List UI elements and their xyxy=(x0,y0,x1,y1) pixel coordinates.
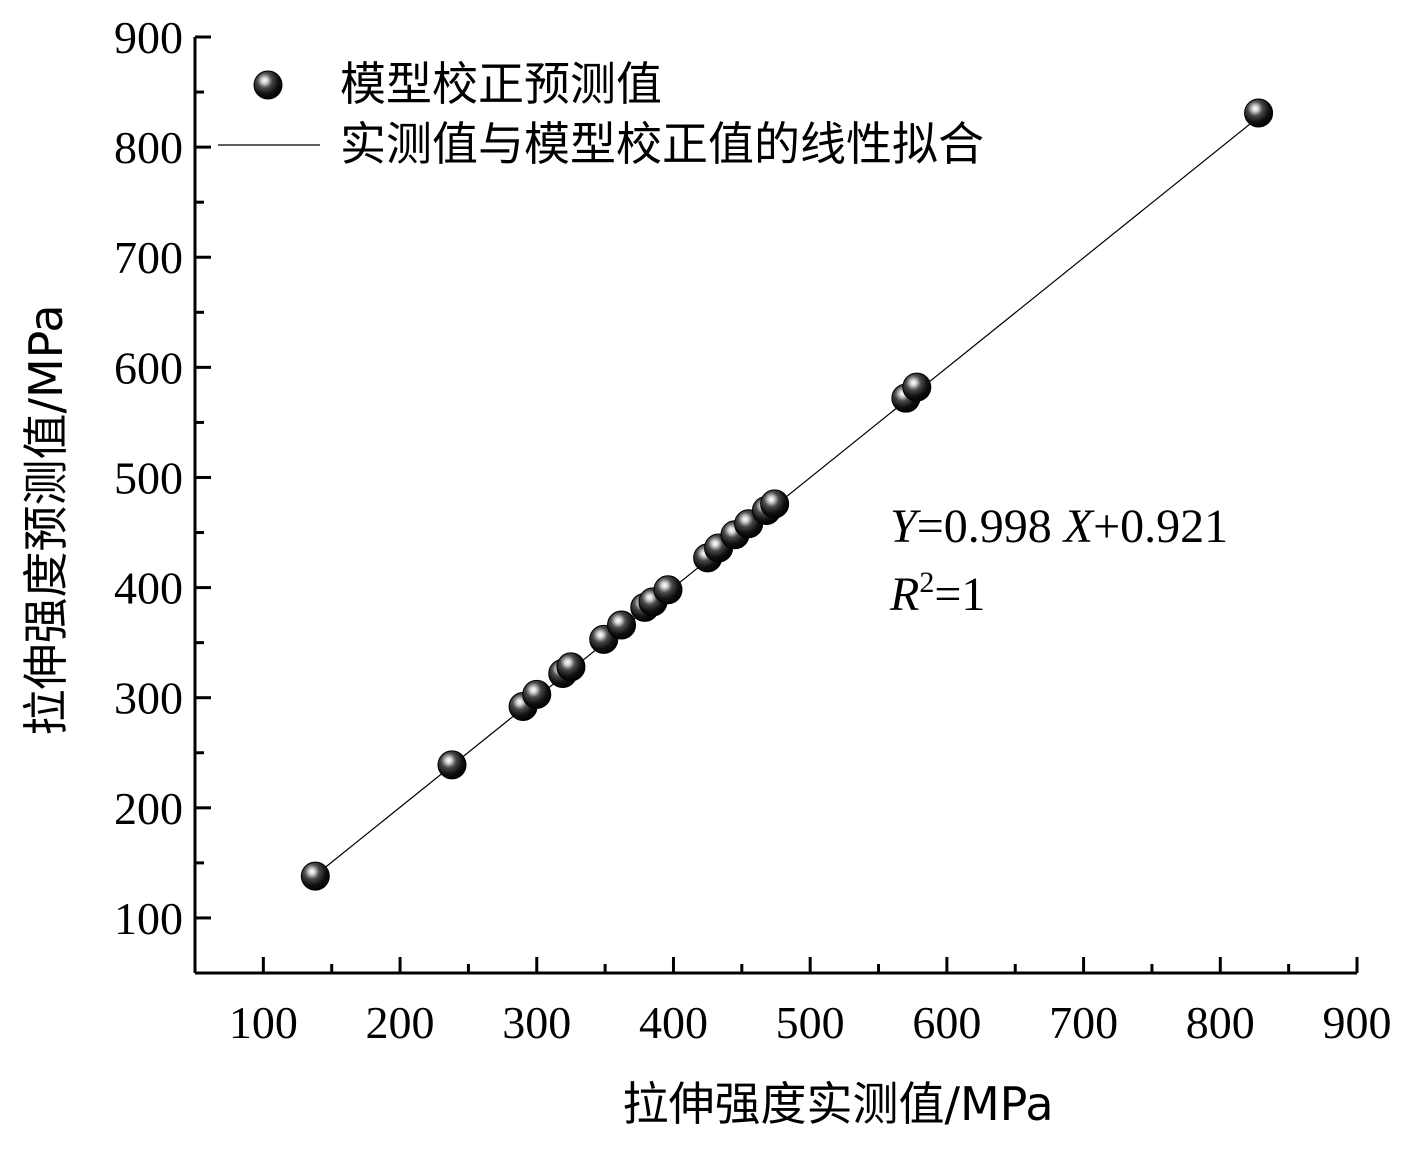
y-tick-label: 700 xyxy=(114,232,183,283)
x-axis-ticks: 100 200 300 400 500 600 700 800 900 xyxy=(193,957,1392,1048)
scatter-points xyxy=(300,98,1274,891)
eq-part-2: +0.921 xyxy=(1093,500,1228,553)
x-axis-title: 拉伸强度实测值/MPa xyxy=(622,1077,1053,1131)
eq-part-1: =0.998 xyxy=(917,500,1064,553)
legend-scatter-label: 模型校正预测值 xyxy=(340,57,662,111)
r-superscript: 2 xyxy=(919,566,934,599)
data-point xyxy=(902,372,932,402)
legend: 模型校正预测值 实测值与模型校正值的线性拟合 xyxy=(218,57,984,171)
x-tick-label: 500 xyxy=(776,997,845,1048)
x-tick-label: 300 xyxy=(502,997,571,1048)
data-point xyxy=(556,652,586,682)
x-tick-label: 800 xyxy=(1186,997,1255,1048)
data-point xyxy=(1244,98,1274,128)
r-symbol: R xyxy=(889,568,919,621)
x-tick-label: 200 xyxy=(366,997,435,1048)
x-tick-label: 900 xyxy=(1323,997,1392,1048)
data-point xyxy=(522,679,552,709)
x-tick-label: 100 xyxy=(229,997,298,1048)
legend-line-label: 实测值与模型校正值的线性拟合 xyxy=(340,117,984,171)
y-tick-label: 900 xyxy=(114,12,183,63)
r-squared: R2=1 xyxy=(889,566,985,621)
axes xyxy=(193,37,1357,975)
fit-equation: Y=0.998 X+0.921 xyxy=(890,500,1228,553)
data-point xyxy=(300,861,330,891)
eq-x-symbol: X xyxy=(1062,500,1095,553)
y-tick-label: 200 xyxy=(114,783,183,834)
y-tick-label: 500 xyxy=(114,452,183,503)
data-point xyxy=(653,575,683,605)
y-tick-label: 800 xyxy=(114,122,183,173)
eq-y-symbol: Y xyxy=(890,500,921,553)
x-tick-label: 700 xyxy=(1049,997,1118,1048)
r-value: =1 xyxy=(934,568,985,621)
data-point xyxy=(437,750,467,780)
data-point xyxy=(760,489,790,519)
x-tick-label: 600 xyxy=(912,997,981,1048)
y-tick-label: 300 xyxy=(114,673,183,724)
legend-scatter-marker xyxy=(253,70,283,100)
y-tick-label: 100 xyxy=(114,893,183,944)
x-tick-label: 400 xyxy=(639,997,708,1048)
y-tick-label: 600 xyxy=(114,342,183,393)
equation-annotation: Y=0.998 X+0.921 R2=1 xyxy=(889,500,1228,621)
y-tick-label: 400 xyxy=(114,563,183,614)
data-point xyxy=(607,610,637,640)
y-axis-title: 拉伸强度预测值/MPa xyxy=(19,304,73,735)
y-axis-ticks: 100 200 300 400 500 600 700 800 900 xyxy=(114,12,211,975)
